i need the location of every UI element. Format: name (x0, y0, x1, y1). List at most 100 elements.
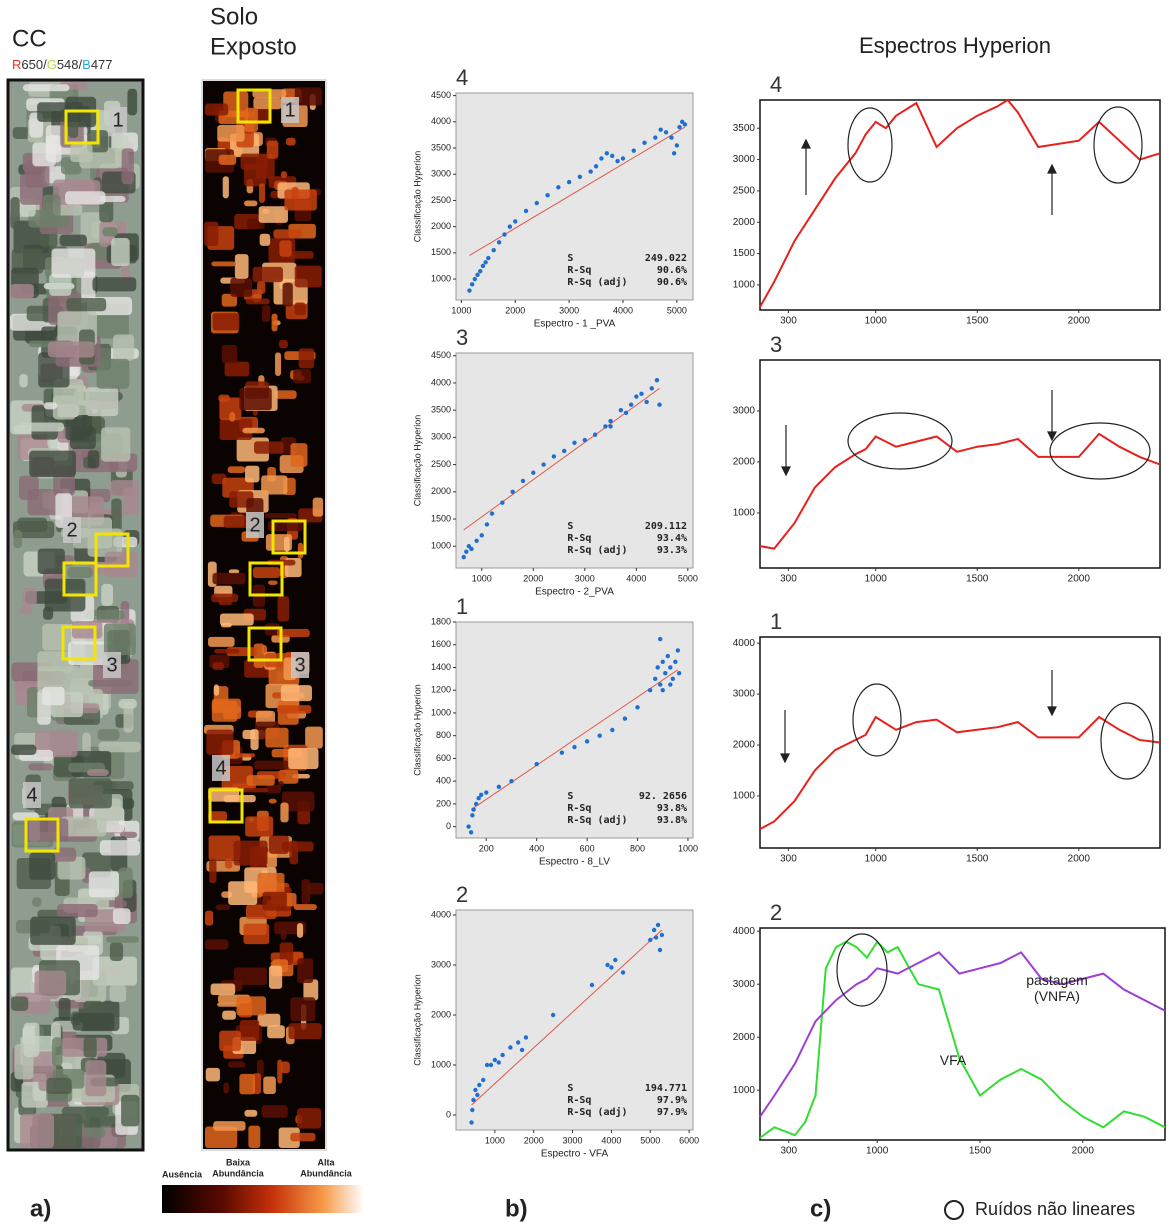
cc-patch (70, 143, 93, 163)
point (566, 179, 572, 185)
stat-value: 97.9% (657, 1107, 687, 1118)
point (496, 1060, 501, 1065)
series-label: VFA (940, 1052, 966, 1068)
solo-patch (275, 390, 297, 399)
x-tick-label: 1500 (966, 854, 989, 865)
cc-patch (20, 422, 65, 432)
stat-name: R-Sq (adj) (567, 1106, 627, 1118)
legend-icon (944, 1200, 964, 1220)
y-tick-label: 1000 (733, 280, 756, 291)
point (671, 151, 677, 156)
point (479, 533, 484, 538)
x-tick-label: 5000 (667, 305, 687, 315)
plot-area (759, 636, 1161, 849)
solo-patch (244, 107, 258, 132)
point (502, 232, 507, 237)
point (484, 790, 489, 795)
cc-patch (118, 699, 137, 709)
solo-patch (221, 293, 238, 307)
point (473, 801, 479, 807)
solo-patch (234, 254, 249, 279)
point (489, 511, 495, 516)
solo-patch (280, 929, 287, 940)
cc-patch (51, 248, 96, 278)
y-tick-label: 2000 (733, 217, 756, 228)
solo-patch (205, 1126, 238, 1148)
stat-value: 93.4% (657, 533, 687, 544)
solo-patch (264, 513, 297, 519)
panel-title: Espectros Hyperion (859, 33, 1051, 58)
cc-patch (121, 148, 134, 185)
y-tick-label: 3000 (733, 689, 756, 700)
point (500, 1052, 505, 1058)
point (488, 1062, 494, 1068)
stat-value: 93.3% (657, 545, 687, 556)
roi-label-bg (281, 97, 299, 123)
scatter-chart: 4 1000 1500 2000 2500 3000 3500 4000 4500 1000 200… (412, 65, 694, 330)
cc-patch (22, 587, 37, 607)
cc-patch (88, 871, 120, 898)
cc-patch (102, 227, 118, 237)
point (599, 156, 604, 161)
point (523, 1035, 529, 1040)
point (477, 1082, 482, 1088)
solo-patch (227, 466, 246, 473)
point (675, 648, 681, 653)
cc-patch (86, 610, 125, 620)
line-chart: 3 1000 2000 3000 300 1000 1500 2000 (733, 332, 1161, 585)
solo-patch (297, 1108, 322, 1129)
cc-patch (51, 1037, 63, 1067)
point (668, 682, 673, 687)
roi-box (64, 109, 100, 145)
solo-patch (250, 729, 259, 751)
solo-patch (219, 613, 254, 626)
solo-patch (215, 904, 231, 911)
colorbar-label: Baixa (226, 1157, 251, 1167)
y-tick-label: 2500 (733, 186, 756, 197)
stat-name: S (567, 1083, 573, 1094)
cc-patch (109, 942, 124, 962)
solo-patch (248, 1125, 261, 1148)
solo-patch (213, 684, 220, 696)
point (584, 739, 590, 744)
solo-patch (242, 787, 269, 793)
solo-patch (229, 411, 236, 422)
point (474, 538, 479, 543)
line-chart: 4 1000 1500 2000 2500 3000 3500 300 1000 1500 2000 (733, 72, 1161, 327)
solo-patch (245, 465, 260, 483)
cc-patch (97, 729, 120, 741)
cc-patch (58, 997, 71, 1021)
stat-name: R-Sq (adj) (567, 276, 627, 288)
x-tick-label: 1000 (865, 854, 888, 865)
point (476, 796, 481, 801)
solo-patch (218, 154, 237, 165)
cc-patch (47, 341, 95, 358)
solo-patch (214, 649, 240, 654)
point (628, 402, 634, 407)
point (500, 500, 505, 505)
solo-patch (293, 369, 312, 384)
solo-patch (205, 939, 229, 950)
point (604, 151, 610, 156)
point (519, 1047, 525, 1053)
y-tick-label: 400 (436, 776, 451, 786)
solo-patch (252, 266, 283, 283)
stat-name: S (567, 521, 573, 532)
solo-patch (265, 727, 289, 748)
stat-value: 93.8% (657, 815, 687, 826)
x-tick-label: 6000 (679, 1135, 699, 1145)
point (603, 424, 608, 429)
cc-patch (42, 194, 61, 219)
point (480, 1077, 486, 1083)
point (635, 705, 640, 710)
cc-patch (10, 283, 34, 299)
line-chart: 2 1000 2000 3000 4000 300 1000 1500 2000 VFA pasta… (733, 900, 1166, 1157)
roi-box (271, 519, 307, 555)
point (660, 688, 665, 693)
solo-patch (280, 802, 289, 823)
point (649, 386, 654, 391)
solo-patch (208, 636, 235, 647)
cc-patch (57, 856, 86, 880)
solo-patch (298, 348, 315, 369)
solo-patch (244, 1109, 258, 1117)
